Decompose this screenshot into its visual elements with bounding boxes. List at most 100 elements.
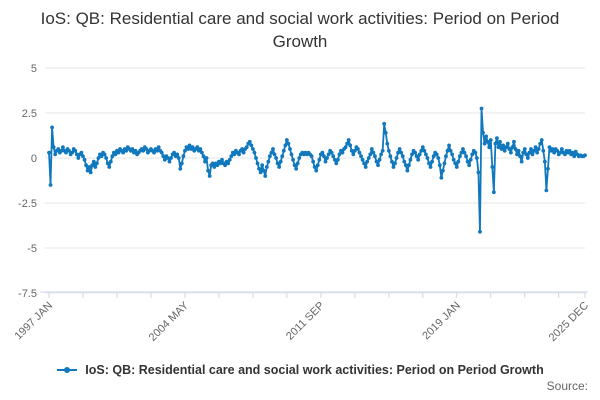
- series-point: [329, 150, 334, 155]
- series-point: [206, 168, 211, 173]
- y-axis-tick-label: -7.5: [18, 288, 37, 300]
- series-point: [510, 145, 515, 150]
- series-point: [405, 168, 410, 173]
- series-point: [552, 150, 557, 155]
- series-point: [567, 148, 572, 153]
- series-point: [269, 150, 274, 155]
- series-point: [108, 159, 113, 164]
- series-point: [467, 163, 472, 168]
- series-point: [461, 147, 465, 151]
- series-point: [410, 152, 414, 157]
- series-point: [559, 147, 564, 151]
- series-point: [399, 150, 404, 155]
- series-point: [223, 163, 227, 168]
- series-point: [536, 147, 541, 151]
- series-point: [498, 139, 502, 144]
- series-point: [493, 141, 498, 146]
- series-point: [393, 161, 397, 166]
- series-point: [183, 148, 187, 153]
- series-point: [105, 161, 110, 166]
- series-point: [376, 163, 380, 168]
- series-point: [407, 163, 411, 168]
- series-point: [442, 161, 447, 166]
- series-point: [297, 156, 302, 160]
- series-point: [478, 229, 482, 234]
- series-point: [417, 152, 422, 157]
- series-point: [267, 154, 272, 159]
- series-point: [444, 154, 448, 159]
- series-point: [544, 188, 549, 193]
- series-point: [380, 148, 385, 153]
- series-point: [504, 145, 509, 150]
- series-point: [258, 170, 263, 175]
- series-point: [583, 153, 587, 158]
- series-point: [482, 141, 487, 146]
- x-axis-tick-label: 2019 JAN: [420, 300, 463, 343]
- series-point: [260, 163, 265, 168]
- series-point: [241, 150, 246, 155]
- series-point: [424, 152, 428, 157]
- series-point: [447, 143, 451, 148]
- series-point: [331, 154, 336, 159]
- series-point: [391, 165, 396, 169]
- series-point: [91, 159, 96, 164]
- series-point: [369, 147, 374, 151]
- series-point: [176, 156, 181, 160]
- series-point: [284, 138, 289, 142]
- series-point: [385, 141, 390, 146]
- series-point: [440, 168, 445, 173]
- series-point: [368, 152, 373, 157]
- series-point: [247, 139, 252, 144]
- series-point: [362, 161, 367, 166]
- series-point: [479, 106, 484, 111]
- series-point: [382, 121, 387, 126]
- series-point: [215, 163, 220, 168]
- series-point: [263, 174, 268, 178]
- series-point: [81, 154, 85, 159]
- legend-item-label[interactable]: IoS: QB: Residential care and social wor…: [85, 363, 544, 377]
- series-point: [512, 139, 516, 144]
- y-axis-tick-label: 2.5: [22, 108, 37, 120]
- series-point: [351, 152, 356, 157]
- series-point: [465, 159, 470, 164]
- series-point: [533, 145, 538, 150]
- series-point: [104, 156, 109, 160]
- series-point: [437, 163, 442, 168]
- series-point: [396, 150, 400, 155]
- series-point: [229, 154, 234, 159]
- series-point: [47, 150, 51, 155]
- series-point: [352, 148, 357, 153]
- x-axis-tick-label: 2011 SEP: [284, 300, 327, 343]
- series-point: [102, 152, 107, 157]
- series-point: [51, 145, 56, 150]
- series-point: [159, 150, 164, 155]
- series-point: [227, 157, 232, 162]
- series-point: [161, 154, 166, 159]
- series-point: [491, 190, 496, 195]
- series-point: [67, 148, 71, 153]
- series-point: [195, 145, 200, 150]
- series-point: [445, 148, 450, 153]
- series-point: [343, 145, 348, 150]
- series-point: [502, 148, 507, 153]
- series-point: [474, 156, 479, 160]
- series-point: [427, 161, 431, 166]
- series-point: [394, 156, 399, 160]
- legend-line-marker-icon[interactable]: [56, 365, 78, 375]
- series-point: [167, 159, 172, 164]
- series-point: [141, 148, 146, 153]
- series-point: [371, 150, 376, 155]
- series-point: [379, 152, 383, 157]
- series-point: [464, 154, 468, 159]
- series-point: [522, 147, 527, 151]
- x-axis-tick-label: 2004 MAY: [147, 299, 192, 344]
- series-point: [348, 143, 353, 148]
- series-point: [266, 159, 271, 164]
- series-point: [403, 163, 408, 168]
- series-point: [470, 152, 475, 157]
- series-point: [501, 143, 506, 148]
- series-point: [541, 148, 546, 153]
- series-point: [124, 148, 129, 153]
- series-point: [518, 154, 523, 159]
- series-point: [73, 148, 78, 153]
